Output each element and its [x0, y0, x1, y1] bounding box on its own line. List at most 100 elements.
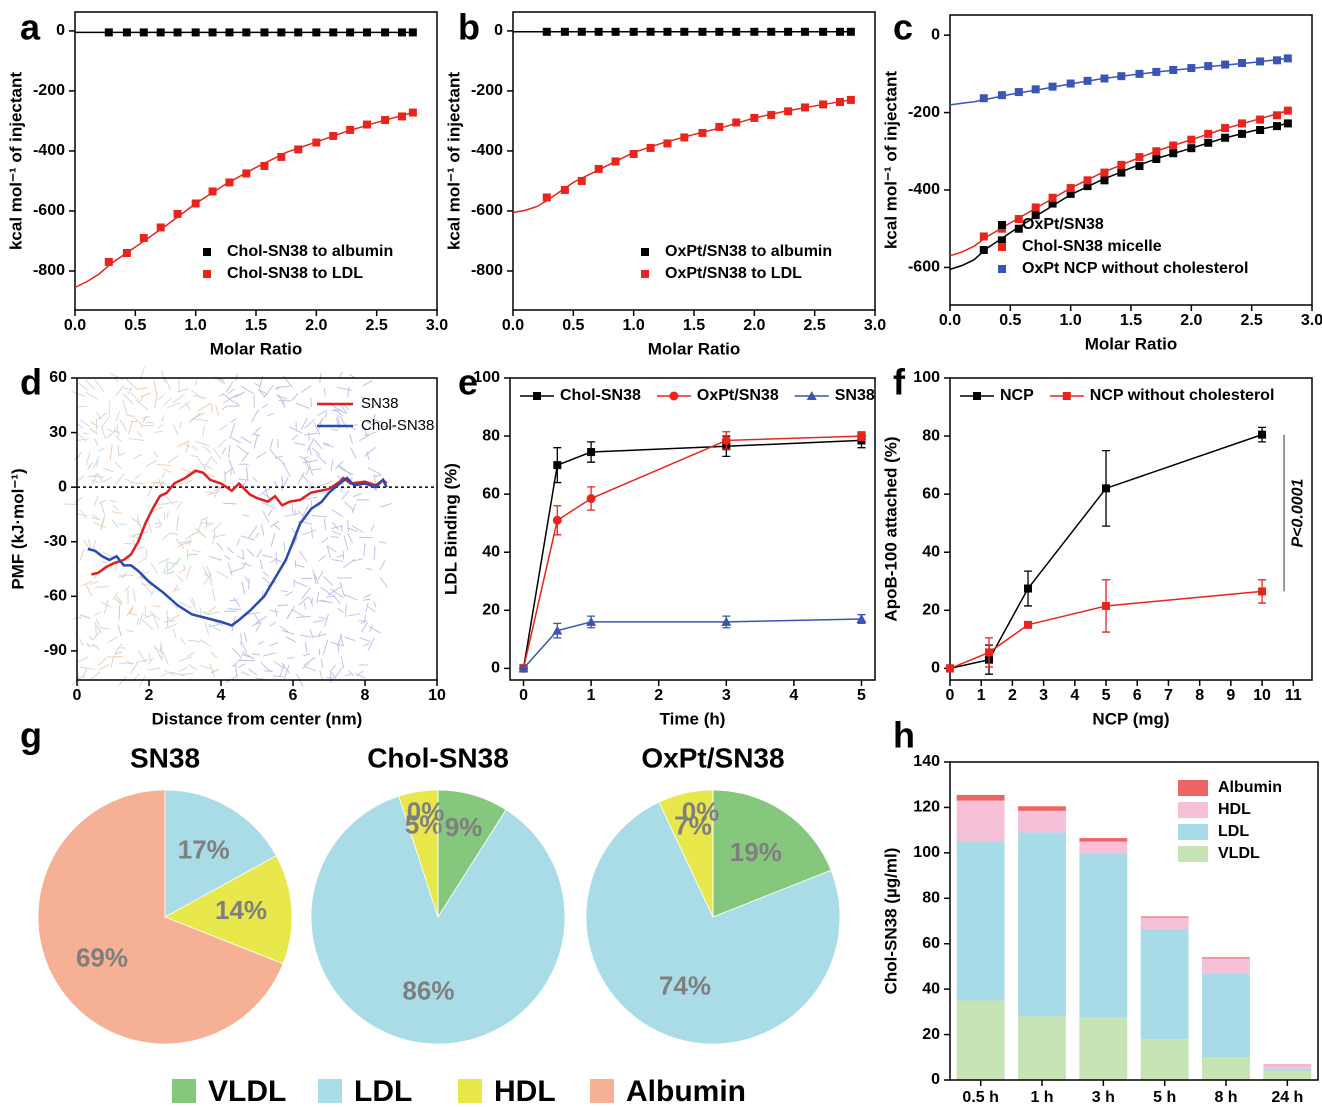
x-tick-label: 2 — [1008, 687, 1017, 704]
marker — [946, 664, 954, 672]
bar-segment — [1202, 958, 1250, 973]
molecule-bond — [120, 419, 127, 431]
molecule-bond — [110, 445, 112, 461]
molecule-bond — [118, 676, 126, 685]
marker — [641, 270, 649, 278]
molecule-bond — [380, 561, 385, 570]
molecule-bond — [118, 625, 122, 637]
molecule-bond — [83, 668, 87, 679]
legend-label: OxPt NCP without cholesterol — [1022, 260, 1248, 277]
molecule-bond — [304, 602, 305, 609]
molecule-bond — [320, 671, 322, 680]
molecule-bond — [130, 483, 145, 484]
x-tick-label: 1.0 — [1060, 312, 1082, 329]
x-tick-label: 2 — [145, 687, 154, 704]
molecule-bond — [162, 472, 165, 477]
molecule-bond — [177, 575, 184, 582]
plot-frame — [510, 378, 875, 680]
molecule-bond — [118, 524, 127, 525]
x-tick-label: 6 — [1133, 687, 1142, 704]
y-tick-label: 100 — [473, 369, 500, 386]
molecule-bond — [153, 606, 161, 607]
y-tick-label: 60 — [922, 485, 940, 502]
y-axis-label: kcal mol⁻¹ of injectant — [6, 72, 25, 250]
molecule-bond — [118, 576, 126, 578]
molecule-bond — [285, 591, 293, 596]
molecule-bond — [248, 579, 249, 590]
molecule-bond — [192, 550, 202, 552]
molecule-bond — [209, 581, 212, 586]
molecule-bond — [79, 406, 88, 407]
x-tick-label: 3.0 — [1301, 312, 1322, 329]
x-tick-label: 4 — [1070, 687, 1079, 704]
y-tick-label: 40 — [922, 980, 940, 997]
molecule-bond — [255, 533, 259, 538]
bar-segment — [1141, 918, 1189, 929]
legend-swatch — [1178, 780, 1208, 796]
molecule-bond — [108, 429, 113, 432]
molecule-bond — [80, 639, 84, 646]
x-tick-label: 11 — [1285, 687, 1302, 704]
molecule-bond — [363, 594, 371, 598]
molecule-bond — [249, 669, 258, 676]
y-tick-label: -200 — [471, 82, 503, 99]
y-tick-label: 0 — [931, 660, 940, 677]
molecule-bond — [95, 587, 109, 588]
molecule-bond — [214, 488, 219, 491]
molecule-bond — [132, 415, 143, 425]
molecule-bond — [218, 395, 225, 396]
molecule-bond — [179, 569, 185, 574]
molecule-bond — [124, 543, 134, 544]
legend-swatch — [318, 1079, 342, 1103]
molecule-bond — [349, 613, 361, 615]
legend-label: Chol-SN38 to albumin — [227, 243, 393, 260]
molecule-bond — [200, 665, 210, 668]
molecule-bond — [229, 600, 237, 601]
molecule-bond — [321, 659, 322, 668]
molecule-bond — [254, 383, 260, 386]
molecule-bond — [156, 464, 170, 465]
x-tick-label: 2.0 — [743, 317, 765, 334]
molecule-bond — [125, 479, 131, 482]
legend-label: OxPt/SN38 to albumin — [665, 243, 832, 260]
molecule-bond — [318, 631, 320, 637]
molecule-bond — [229, 459, 235, 473]
molecule-bond — [274, 559, 282, 562]
molecule-bond — [80, 549, 85, 561]
x-tick-label: 0 — [73, 687, 82, 704]
molecule-bond — [118, 445, 119, 456]
x-axis-label: Molar Ratio — [1085, 334, 1178, 353]
molecule-bond — [342, 491, 349, 500]
series-line — [524, 436, 862, 668]
molecule-bond — [340, 582, 344, 597]
molecule-bond — [311, 398, 312, 407]
molecule-bond — [108, 637, 118, 643]
y-tick-label: 60 — [922, 935, 940, 952]
molecule-bond — [112, 512, 122, 514]
x-tick-label: 1 — [977, 687, 986, 704]
molecule-bond — [187, 554, 198, 555]
legend-label: VLDL — [208, 1075, 286, 1107]
molecule-bond — [196, 380, 197, 386]
molecule-bond — [227, 547, 233, 553]
molecule-bond — [259, 390, 268, 395]
legend-swatch — [1178, 802, 1208, 818]
molecule-bond — [350, 447, 356, 458]
molecule-bond — [230, 419, 236, 423]
pie-value-label: 0% — [682, 796, 720, 826]
y-tick-label: 30 — [49, 424, 67, 441]
y-tick-label: 0 — [931, 1071, 940, 1088]
molecule-bond — [211, 652, 217, 658]
legend-label: NCP without cholesterol — [1090, 387, 1275, 404]
molecule-bond — [139, 675, 145, 686]
x-axis-label: NCP (mg) — [1092, 709, 1169, 728]
bar-segment — [1018, 1016, 1066, 1080]
y-tick-label: 80 — [922, 890, 940, 907]
molecule-bond — [331, 665, 335, 670]
molecule-bond — [299, 551, 307, 561]
molecule-bond — [374, 475, 381, 477]
bar-segment — [1079, 838, 1127, 841]
molecule-bond — [104, 600, 108, 614]
molecule-bond — [242, 563, 252, 566]
molecule-bond — [217, 543, 223, 551]
